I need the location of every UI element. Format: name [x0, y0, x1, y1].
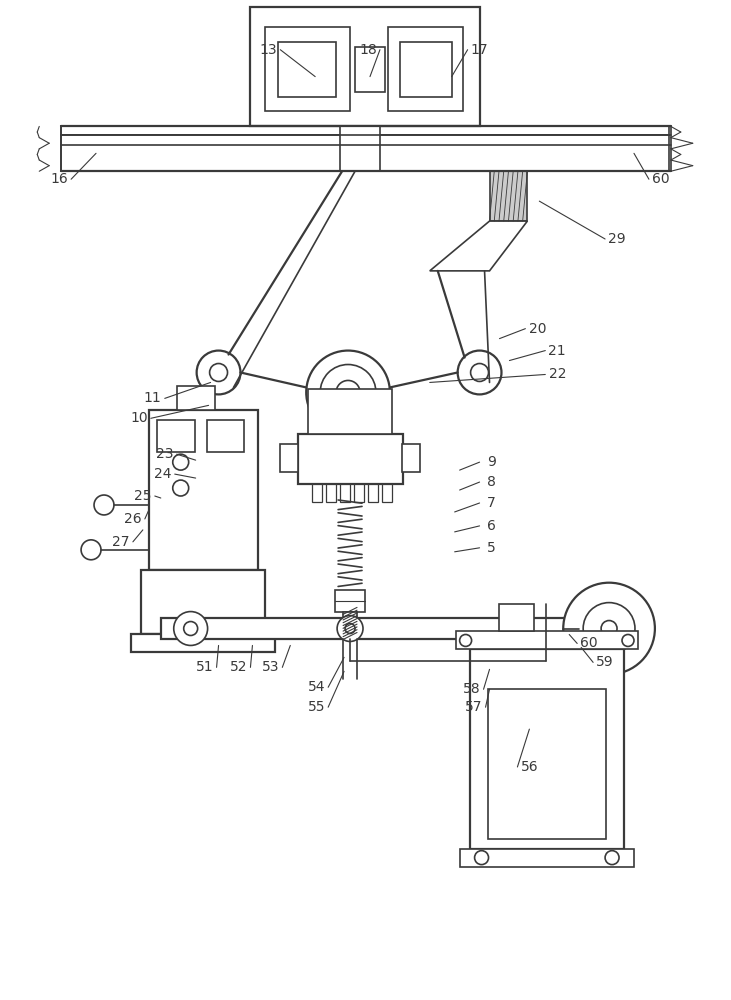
Text: 60: 60 [580, 636, 598, 650]
Bar [61, 135, 669, 171]
Text: 29: 29 [608, 232, 626, 246]
Circle shape [306, 351, 390, 434]
Circle shape [460, 634, 471, 646]
Circle shape [94, 495, 114, 515]
Bar [388, 27, 463, 111]
Text: 52: 52 [230, 660, 247, 674]
Text: 13: 13 [260, 43, 277, 57]
Text: 6: 6 [487, 519, 496, 533]
Circle shape [81, 540, 101, 560]
Circle shape [337, 616, 363, 641]
Text: 16: 16 [50, 172, 68, 186]
Text: 24: 24 [154, 467, 172, 481]
Text: 17: 17 [471, 43, 488, 57]
Bar [131, 634, 276, 652]
Bar [469, 649, 624, 849]
Text: 59: 59 [596, 655, 614, 669]
Circle shape [605, 851, 619, 865]
Text: 22: 22 [548, 367, 566, 381]
Bar [354, 484, 364, 502]
Circle shape [173, 454, 189, 470]
Text: 58: 58 [463, 682, 480, 696]
Bar [340, 484, 350, 502]
Bar [265, 27, 350, 111]
Bar [499, 604, 534, 631]
Bar [251, 7, 480, 126]
Circle shape [583, 603, 635, 654]
Bar [149, 410, 258, 570]
Text: 20: 20 [529, 322, 546, 336]
Text: 18: 18 [359, 43, 377, 57]
Bar [156, 420, 194, 452]
Bar [455, 631, 638, 649]
Bar [400, 42, 452, 97]
Bar [312, 484, 322, 502]
Text: 7: 7 [487, 496, 496, 510]
Bar [335, 590, 365, 612]
Bar [280, 444, 298, 472]
Circle shape [320, 365, 376, 420]
Bar [402, 444, 420, 472]
Bar [177, 386, 215, 410]
Circle shape [210, 364, 227, 381]
Circle shape [174, 612, 208, 645]
Text: 11: 11 [144, 391, 162, 405]
Circle shape [183, 622, 197, 635]
Text: 54: 54 [308, 680, 325, 694]
Bar [207, 420, 244, 452]
Text: 57: 57 [465, 700, 482, 714]
Text: 10: 10 [130, 411, 148, 425]
Circle shape [336, 380, 360, 404]
Bar [141, 570, 265, 634]
Text: 8: 8 [487, 475, 496, 489]
Bar [326, 484, 336, 502]
Bar [490, 171, 527, 221]
Circle shape [471, 364, 488, 381]
Text: 23: 23 [156, 447, 173, 461]
Text: 9: 9 [487, 455, 496, 469]
Bar [298, 434, 403, 484]
Bar [368, 484, 378, 502]
Bar [161, 618, 579, 639]
Text: 56: 56 [520, 760, 538, 774]
Text: 27: 27 [112, 535, 129, 549]
Bar [340, 126, 380, 171]
Bar [343, 612, 357, 639]
Circle shape [474, 851, 488, 865]
Bar [382, 484, 392, 502]
Bar [279, 42, 336, 97]
Circle shape [458, 351, 501, 394]
Bar [460, 849, 634, 867]
Text: 51: 51 [196, 660, 213, 674]
Circle shape [601, 621, 617, 636]
Circle shape [173, 480, 189, 496]
Text: 55: 55 [308, 700, 325, 714]
Wedge shape [322, 396, 374, 420]
Circle shape [345, 624, 355, 633]
Circle shape [564, 583, 655, 674]
Text: 25: 25 [134, 489, 151, 503]
Bar [488, 689, 606, 839]
Bar [355, 47, 385, 92]
Bar [308, 389, 392, 434]
Circle shape [197, 351, 240, 394]
Text: 60: 60 [652, 172, 670, 186]
Bar [61, 126, 669, 135]
Text: 53: 53 [262, 660, 279, 674]
Polygon shape [430, 221, 527, 271]
Text: 26: 26 [124, 512, 142, 526]
Text: 5: 5 [487, 541, 496, 555]
Text: 21: 21 [548, 344, 566, 358]
Circle shape [622, 634, 634, 646]
